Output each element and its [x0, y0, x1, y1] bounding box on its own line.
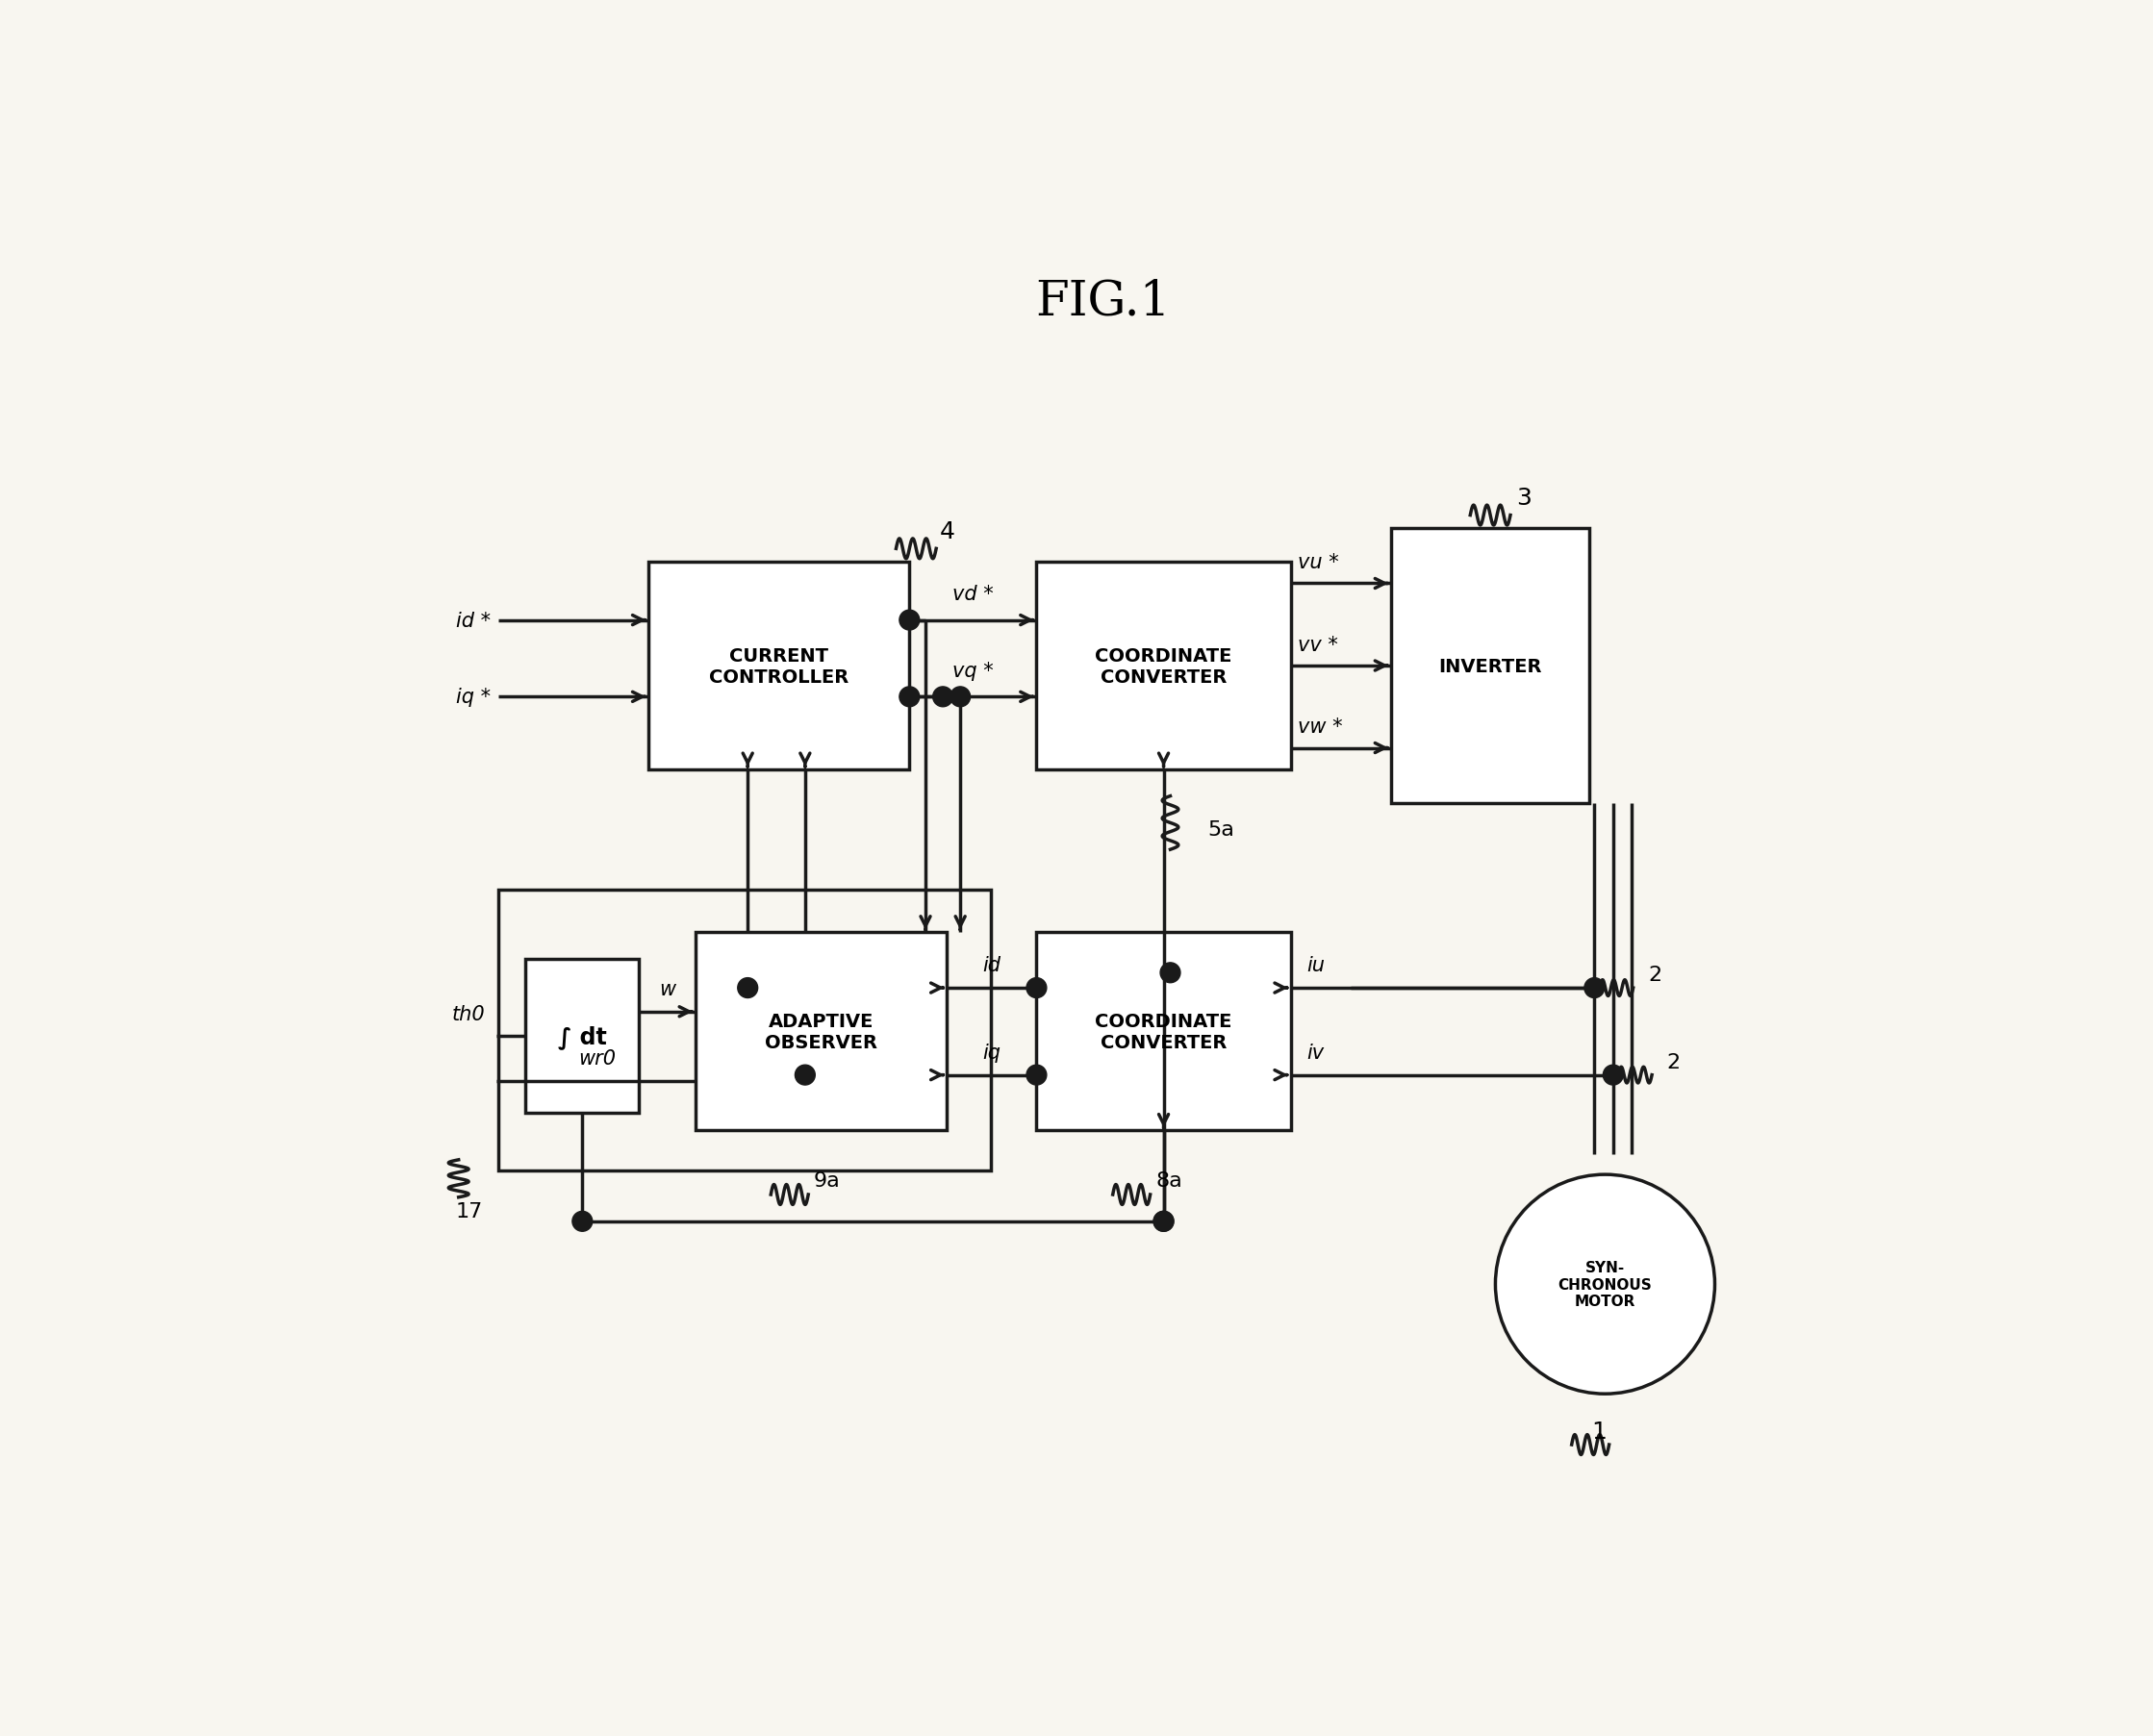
Text: 9a: 9a — [814, 1170, 840, 1189]
Text: CURRENT
CONTROLLER: CURRENT CONTROLLER — [708, 646, 848, 686]
Text: 2: 2 — [1647, 965, 1662, 984]
Text: 5a: 5a — [1208, 821, 1234, 840]
Text: COORDINATE
CONVERTER: COORDINATE CONVERTER — [1096, 646, 1232, 686]
FancyBboxPatch shape — [695, 932, 947, 1130]
Text: 17: 17 — [456, 1201, 482, 1220]
FancyBboxPatch shape — [1391, 529, 1589, 804]
Text: COORDINATE
CONVERTER: COORDINATE CONVERTER — [1096, 1012, 1232, 1052]
Text: ∫ dt: ∫ dt — [558, 1024, 607, 1049]
Text: 8a: 8a — [1156, 1170, 1182, 1189]
Text: FIG.1: FIG.1 — [1036, 278, 1171, 326]
Circle shape — [1496, 1175, 1714, 1394]
Text: ADAPTIVE
OBSERVER: ADAPTIVE OBSERVER — [764, 1012, 878, 1052]
Circle shape — [1027, 977, 1046, 998]
Circle shape — [949, 687, 971, 707]
Circle shape — [794, 1066, 816, 1085]
Text: 1: 1 — [1591, 1420, 1606, 1443]
Text: id *: id * — [456, 611, 491, 630]
Text: w: w — [659, 979, 676, 998]
Circle shape — [900, 687, 919, 707]
Circle shape — [1604, 1066, 1623, 1085]
Circle shape — [738, 977, 758, 998]
Text: iq: iq — [982, 1043, 1001, 1062]
Circle shape — [1160, 963, 1180, 983]
Circle shape — [1154, 1212, 1173, 1231]
Circle shape — [1154, 1212, 1173, 1231]
Circle shape — [1585, 977, 1604, 998]
Text: vv *: vv * — [1298, 635, 1337, 654]
Circle shape — [900, 611, 919, 630]
Text: iq *: iq * — [456, 687, 491, 707]
Text: 2: 2 — [1666, 1052, 1679, 1071]
Text: wr0: wr0 — [579, 1049, 616, 1068]
Text: iu: iu — [1307, 957, 1324, 976]
Text: th0: th0 — [452, 1003, 484, 1023]
Circle shape — [932, 687, 954, 707]
FancyBboxPatch shape — [648, 562, 909, 769]
Text: 3: 3 — [1516, 486, 1531, 510]
Text: INVERTER: INVERTER — [1438, 656, 1542, 675]
Text: iv: iv — [1307, 1043, 1324, 1062]
Circle shape — [1027, 1066, 1046, 1085]
Text: SYN-
CHRONOUS
MOTOR: SYN- CHRONOUS MOTOR — [1559, 1260, 1651, 1309]
Text: vq *: vq * — [952, 661, 993, 681]
FancyBboxPatch shape — [1036, 932, 1290, 1130]
Text: vu *: vu * — [1298, 554, 1339, 573]
Text: vw *: vw * — [1298, 717, 1341, 736]
FancyBboxPatch shape — [525, 960, 639, 1113]
FancyBboxPatch shape — [1036, 562, 1290, 769]
Circle shape — [573, 1212, 592, 1231]
Text: 4: 4 — [939, 521, 954, 543]
Text: id: id — [982, 957, 1001, 976]
Text: vd *: vd * — [952, 585, 993, 604]
